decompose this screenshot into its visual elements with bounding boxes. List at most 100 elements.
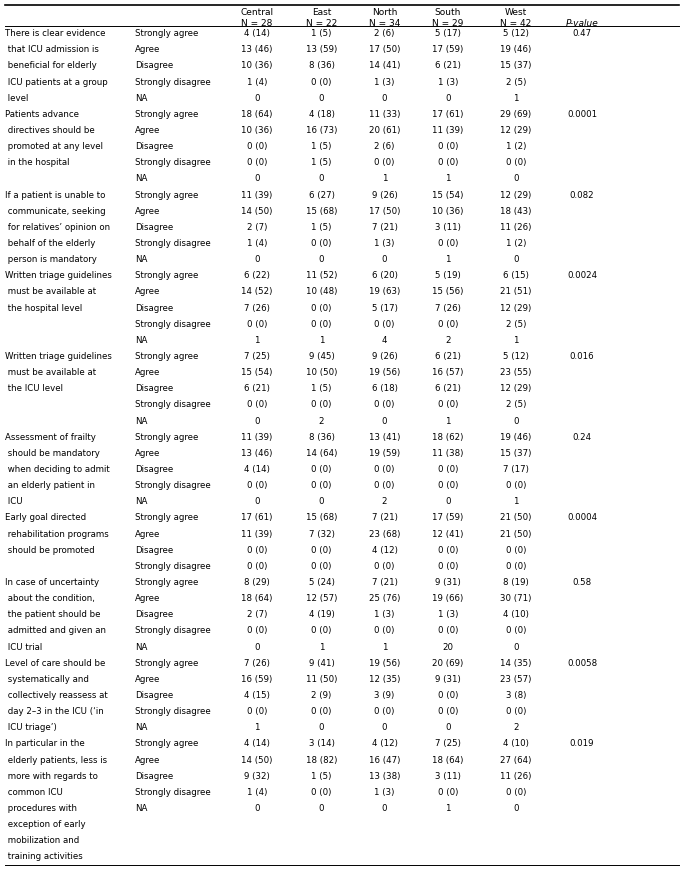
Text: 1: 1 [254, 723, 260, 732]
Text: 9 (41): 9 (41) [308, 659, 334, 668]
Text: 3 (11): 3 (11) [435, 772, 461, 780]
Text: If a patient is unable to: If a patient is unable to [5, 190, 105, 200]
Text: 0: 0 [445, 723, 451, 732]
Text: 5 (24): 5 (24) [308, 578, 334, 587]
Text: systematically and: systematically and [5, 675, 89, 684]
Text: 1 (3): 1 (3) [374, 78, 395, 86]
Text: 0 (0): 0 (0) [374, 562, 395, 571]
Text: Strongly agree: Strongly agree [135, 110, 198, 119]
Text: 0 (0): 0 (0) [438, 707, 458, 716]
Text: 0: 0 [254, 643, 260, 651]
Text: Strongly agree: Strongly agree [135, 433, 198, 442]
Text: Strongly agree: Strongly agree [135, 659, 198, 668]
Text: 23 (55): 23 (55) [500, 368, 531, 377]
Text: 15 (37): 15 (37) [500, 61, 531, 71]
Text: 12 (41): 12 (41) [432, 530, 464, 539]
Text: 10 (36): 10 (36) [241, 61, 273, 71]
Text: 13 (38): 13 (38) [369, 772, 400, 780]
Text: 1: 1 [445, 255, 451, 265]
Text: in the hospital: in the hospital [5, 158, 70, 168]
Text: 2: 2 [319, 416, 324, 425]
Text: 12 (29): 12 (29) [501, 384, 531, 393]
Text: 11 (38): 11 (38) [432, 449, 464, 457]
Text: Agree: Agree [135, 675, 160, 684]
Text: 12 (29): 12 (29) [501, 190, 531, 200]
Text: 0 (0): 0 (0) [438, 627, 458, 636]
Text: 2: 2 [513, 723, 518, 732]
Text: 3 (14): 3 (14) [308, 739, 334, 748]
Text: day 2–3 in the ICU (‘in: day 2–3 in the ICU (‘in [5, 707, 104, 716]
Text: 0.019: 0.019 [570, 739, 594, 748]
Text: 1: 1 [254, 336, 260, 345]
Text: 1 (4): 1 (4) [247, 239, 267, 248]
Text: 7 (26): 7 (26) [244, 304, 270, 313]
Text: 11 (33): 11 (33) [369, 110, 400, 119]
Text: 15 (54): 15 (54) [432, 190, 464, 200]
Text: Agree: Agree [135, 595, 160, 603]
Text: 0 (0): 0 (0) [438, 465, 458, 474]
Text: 0 (0): 0 (0) [311, 546, 332, 554]
Text: 10 (50): 10 (50) [306, 368, 337, 377]
Text: NA: NA [135, 93, 147, 103]
Text: In particular in the: In particular in the [5, 739, 85, 748]
Text: Assessment of frailty: Assessment of frailty [5, 433, 96, 442]
Text: South: South [435, 8, 461, 17]
Text: Strongly disagree: Strongly disagree [135, 627, 211, 636]
Text: Disagree: Disagree [135, 142, 173, 151]
Text: 2 (5): 2 (5) [505, 78, 526, 86]
Text: 4 (14): 4 (14) [244, 739, 270, 748]
Text: 1: 1 [319, 643, 324, 651]
Text: 0.58: 0.58 [573, 578, 592, 587]
Text: 19 (59): 19 (59) [369, 449, 400, 457]
Text: 1: 1 [445, 175, 451, 183]
Text: Strongly agree: Strongly agree [135, 578, 198, 587]
Text: 0 (0): 0 (0) [311, 627, 332, 636]
Text: 17 (50): 17 (50) [369, 45, 400, 54]
Text: 0 (0): 0 (0) [247, 142, 267, 151]
Text: 10 (48): 10 (48) [306, 287, 337, 296]
Text: 18 (64): 18 (64) [432, 755, 464, 765]
Text: 14 (50): 14 (50) [241, 755, 273, 765]
Text: Agree: Agree [135, 45, 160, 54]
Text: 0: 0 [254, 255, 260, 265]
Text: 0 (0): 0 (0) [505, 546, 526, 554]
Text: promoted at any level: promoted at any level [5, 142, 103, 151]
Text: 1 (5): 1 (5) [311, 772, 332, 780]
Text: 1 (3): 1 (3) [438, 610, 458, 619]
Text: 5 (12): 5 (12) [503, 352, 529, 361]
Text: 0 (0): 0 (0) [247, 707, 267, 716]
Text: 11 (50): 11 (50) [306, 675, 337, 684]
Text: 17 (61): 17 (61) [432, 110, 464, 119]
Text: 1 (5): 1 (5) [311, 142, 332, 151]
Text: Agree: Agree [135, 126, 160, 135]
Text: 0 (0): 0 (0) [311, 401, 332, 409]
Text: 23 (68): 23 (68) [369, 530, 400, 539]
Text: 0: 0 [254, 804, 260, 813]
Text: In case of uncertainty: In case of uncertainty [5, 578, 99, 587]
Text: 16 (73): 16 (73) [306, 126, 337, 135]
Text: 4 (10): 4 (10) [503, 739, 529, 748]
Text: P-value: P-value [566, 19, 598, 29]
Text: Disagree: Disagree [135, 61, 173, 71]
Text: 1 (5): 1 (5) [311, 29, 332, 38]
Text: 0 (0): 0 (0) [247, 546, 267, 554]
Text: Written triage guidelines: Written triage guidelines [5, 272, 112, 280]
Text: 11 (39): 11 (39) [241, 433, 273, 442]
Text: Agree: Agree [135, 530, 160, 539]
Text: 25 (76): 25 (76) [369, 595, 400, 603]
Text: 1 (4): 1 (4) [247, 78, 267, 86]
Text: 21 (50): 21 (50) [500, 530, 531, 539]
Text: 1 (3): 1 (3) [374, 239, 395, 248]
Text: 0 (0): 0 (0) [374, 320, 395, 328]
Text: 0: 0 [319, 175, 324, 183]
Text: 9 (31): 9 (31) [435, 675, 461, 684]
Text: 29 (69): 29 (69) [501, 110, 531, 119]
Text: 11 (52): 11 (52) [306, 272, 337, 280]
Text: 5 (17): 5 (17) [435, 29, 461, 38]
Text: Disagree: Disagree [135, 223, 173, 232]
Text: 0 (0): 0 (0) [247, 401, 267, 409]
Text: 8 (19): 8 (19) [503, 578, 529, 587]
Text: 10 (36): 10 (36) [241, 126, 273, 135]
Text: 0 (0): 0 (0) [438, 546, 458, 554]
Text: 1 (5): 1 (5) [311, 158, 332, 168]
